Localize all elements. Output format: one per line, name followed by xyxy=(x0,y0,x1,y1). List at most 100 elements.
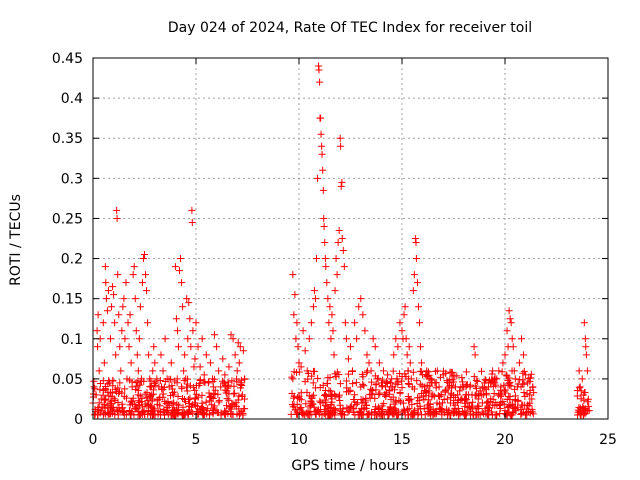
data-point xyxy=(499,359,507,367)
data-point xyxy=(481,375,489,383)
data-point xyxy=(371,343,379,351)
data-point xyxy=(101,263,109,271)
data-point xyxy=(346,403,354,411)
data-point xyxy=(102,279,110,287)
data-point xyxy=(172,315,180,323)
data-point xyxy=(118,327,126,335)
data-point xyxy=(409,368,417,376)
data-point xyxy=(149,367,157,375)
data-point xyxy=(290,311,298,319)
data-point xyxy=(235,359,243,367)
data-point xyxy=(196,377,204,385)
data-point xyxy=(349,380,357,388)
plot-frame xyxy=(92,57,609,420)
data-point xyxy=(367,367,375,375)
data-point xyxy=(185,299,193,307)
data-point xyxy=(396,388,404,396)
data-point xyxy=(91,411,99,419)
data-point xyxy=(121,335,129,343)
data-point xyxy=(496,410,504,418)
data-point xyxy=(462,368,470,376)
data-point xyxy=(119,303,127,311)
data-point xyxy=(136,381,144,389)
data-point xyxy=(353,335,361,343)
data-point xyxy=(227,331,235,339)
data-point xyxy=(224,383,232,391)
data-point xyxy=(418,368,426,376)
y-tick-label: 0.3 xyxy=(61,171,83,187)
data-point xyxy=(527,370,535,378)
data-point xyxy=(495,367,503,375)
data-point xyxy=(308,395,316,403)
data-point xyxy=(322,263,330,271)
data-point xyxy=(213,343,221,351)
data-point xyxy=(510,367,518,375)
data-point xyxy=(229,335,237,343)
data-point xyxy=(388,382,396,390)
data-point xyxy=(110,291,118,299)
y-axis-label: ROTI / TECUs xyxy=(8,194,24,286)
data-point xyxy=(200,378,208,386)
data-point xyxy=(107,397,115,405)
data-point xyxy=(382,391,390,399)
data-point xyxy=(132,405,140,413)
data-point xyxy=(119,409,127,417)
data-point xyxy=(319,399,327,407)
data-point xyxy=(155,383,163,391)
data-point xyxy=(136,303,144,311)
data-point xyxy=(482,391,490,399)
data-point xyxy=(445,379,453,387)
data-point xyxy=(316,78,324,86)
data-point xyxy=(132,327,140,335)
data-point xyxy=(151,359,159,367)
data-point xyxy=(508,335,516,343)
data-point xyxy=(123,394,131,402)
data-point xyxy=(169,391,177,399)
data-point xyxy=(123,375,131,383)
data-point xyxy=(125,343,133,351)
data-point xyxy=(416,405,424,413)
data-point xyxy=(574,411,582,419)
data-point xyxy=(318,142,326,150)
data-point xyxy=(338,408,346,416)
data-point xyxy=(161,335,169,343)
data-point xyxy=(135,335,143,343)
data-point xyxy=(182,375,190,383)
data-point xyxy=(406,359,414,367)
y-tick-label: 0.15 xyxy=(52,292,83,308)
data-point xyxy=(363,351,371,359)
data-point xyxy=(208,375,216,383)
data-point xyxy=(194,343,202,351)
data-point xyxy=(472,405,480,413)
data-point xyxy=(321,239,329,247)
data-point xyxy=(100,359,108,367)
data-point xyxy=(211,386,219,394)
data-point xyxy=(209,394,217,402)
data-point xyxy=(239,411,247,419)
data-point xyxy=(577,387,585,395)
data-point xyxy=(197,406,205,414)
data-point xyxy=(180,367,188,375)
data-point xyxy=(95,367,103,375)
data-point xyxy=(517,335,525,343)
data-point xyxy=(94,343,102,351)
data-point xyxy=(174,393,182,401)
data-point xyxy=(238,391,246,399)
data-point xyxy=(389,367,397,375)
data-point xyxy=(295,392,303,400)
data-point xyxy=(311,384,319,392)
data-point xyxy=(511,396,519,404)
data-point xyxy=(485,383,493,391)
data-point xyxy=(137,375,145,383)
data-point xyxy=(149,411,157,419)
data-point xyxy=(188,218,196,226)
data-point xyxy=(311,295,319,303)
data-point xyxy=(351,391,359,399)
data-point xyxy=(104,287,112,295)
data-point xyxy=(107,335,115,343)
data-point xyxy=(126,311,134,319)
data-point xyxy=(186,394,194,402)
data-point xyxy=(205,389,213,397)
data-point xyxy=(339,247,347,255)
data-point xyxy=(215,367,223,375)
